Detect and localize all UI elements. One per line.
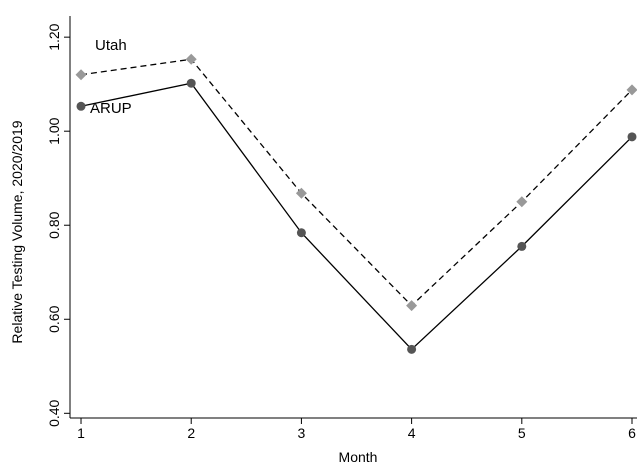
y-tick-label: 1.00	[46, 117, 62, 144]
series-label-arup: ARUP	[90, 100, 132, 117]
data-point-arup	[517, 242, 526, 251]
data-point-utah	[76, 69, 87, 80]
data-point-arup	[297, 228, 306, 237]
y-tick-label: 0.80	[46, 211, 62, 238]
series-label-utah: Utah	[95, 37, 127, 54]
x-axis-title: Month	[339, 449, 378, 465]
data-point-arup	[407, 345, 416, 354]
y-axis-title: Relative Testing Volume, 2020/2019	[9, 120, 25, 343]
data-point-utah	[186, 54, 197, 65]
y-tick-label: 0.60	[46, 305, 62, 332]
y-ticks: 0.40 0.60 0.80 1.00 1.20	[46, 23, 70, 427]
x-tick-label: 5	[518, 425, 526, 441]
x-tick-label: 1	[77, 425, 85, 441]
data-point-arup	[77, 102, 86, 111]
data-point-arup	[187, 79, 196, 88]
data-point-utah	[406, 300, 417, 311]
x-tick-label: 3	[298, 425, 306, 441]
x-tick-label: 2	[187, 425, 195, 441]
x-tick-label: 4	[408, 425, 416, 441]
y-tick-label: 0.40	[46, 399, 62, 426]
data-point-utah	[516, 196, 527, 207]
x-ticks: 1 2 3 4 5 6	[77, 418, 636, 441]
series-line-arup	[81, 83, 632, 349]
x-tick-label: 6	[628, 425, 636, 441]
data-point-arup	[628, 132, 637, 141]
series-group	[76, 54, 637, 354]
y-tick-label: 1.20	[46, 23, 62, 50]
series-arup	[77, 79, 637, 354]
series-utah	[76, 54, 637, 311]
series-line-utah	[81, 59, 632, 305]
